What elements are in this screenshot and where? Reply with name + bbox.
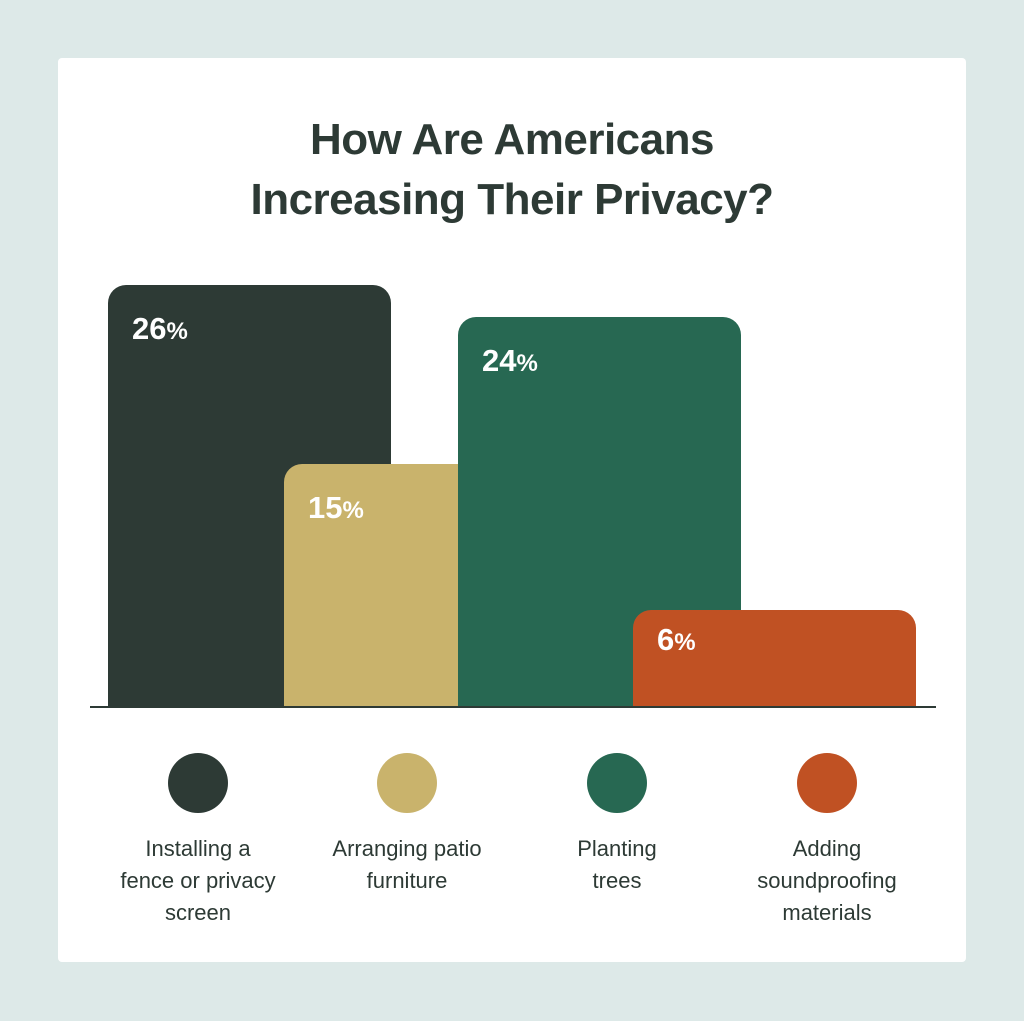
legend-label-line: fence or privacy (120, 868, 276, 893)
legend-label-line: materials (782, 900, 872, 925)
legend-label-line: Adding (792, 836, 862, 861)
x-axis-line (90, 706, 936, 708)
legend-label: Planting trees (517, 833, 717, 897)
bar-unit: % (674, 628, 696, 656)
bar-value: 24 (482, 343, 517, 379)
legend-label-line: screen (164, 900, 232, 925)
bar-value: 26 (132, 311, 167, 346)
legend-item: Arranging patio furniture (307, 753, 507, 897)
bar-value-label: 6% (657, 622, 696, 658)
legend-label: Installing a fence or privacy screen (98, 833, 298, 929)
bar-value-label: 15% (308, 490, 364, 526)
legend-label-line: Installing a (145, 836, 251, 861)
bar-value: 15 (308, 489, 343, 525)
legend-swatch (797, 753, 857, 813)
bar-value-label: 24% (482, 343, 538, 379)
legend-label-line: Arranging patio (332, 836, 482, 861)
legend-swatch (377, 753, 437, 813)
bar-3: 6% (633, 609, 916, 707)
legend-label-line: Planting (577, 836, 657, 861)
legend-label-line: soundproofing (757, 868, 897, 893)
legend-item: Adding soundproofing materials (727, 753, 927, 929)
bar-value: 6 (657, 621, 675, 657)
bar-unit: % (342, 496, 364, 524)
bar-value-label: 26% (132, 311, 188, 347)
legend-swatch (168, 753, 228, 813)
bar-unit: % (516, 350, 538, 378)
legend-label-line: furniture (366, 868, 448, 893)
title-line-2: Increasing Their Privacy? (250, 175, 774, 224)
legend-label-line: trees (592, 868, 642, 893)
chart-title: How Are Americans Increasing Their Priva… (0, 110, 1024, 230)
legend-label: Adding soundproofing materials (727, 833, 927, 929)
legend-label: Arranging patio furniture (307, 833, 507, 897)
legend-item: Planting trees (517, 753, 717, 897)
legend-swatch (587, 753, 647, 813)
legend-item: Installing a fence or privacy screen (98, 753, 298, 929)
title-line-1: How Are Americans (310, 115, 714, 164)
bar-unit: % (166, 318, 188, 345)
